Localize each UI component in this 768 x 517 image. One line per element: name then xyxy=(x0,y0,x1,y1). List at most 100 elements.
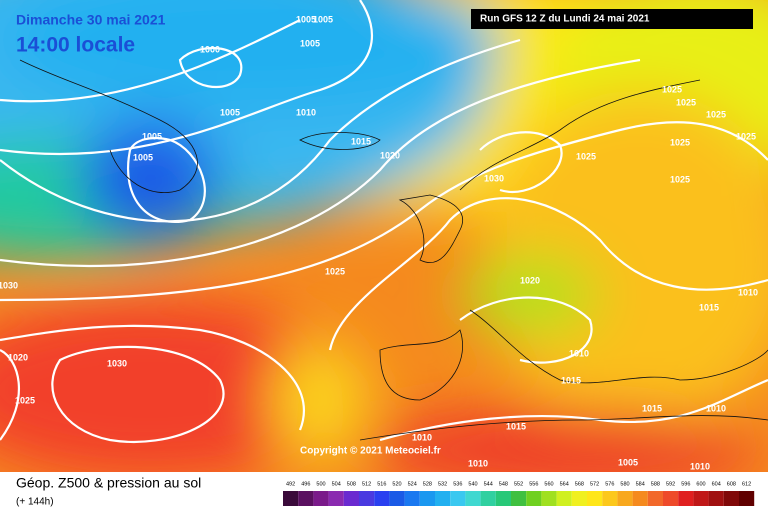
isobar-label: 1005 xyxy=(220,107,240,117)
isobar-label: 1025 xyxy=(15,395,35,405)
scale-label: 532 xyxy=(438,481,447,487)
isobar-label: 1005 xyxy=(313,14,333,24)
scale-label: 592 xyxy=(666,481,675,487)
scale-label: 600 xyxy=(696,481,705,487)
isobar-label: 1010 xyxy=(738,287,758,297)
isobar-label: 1025 xyxy=(325,266,345,276)
scale-swatch xyxy=(359,491,375,506)
isobar-label: 1025 xyxy=(676,97,696,107)
scale-label: 580 xyxy=(620,481,629,487)
scale-label: 588 xyxy=(651,481,660,487)
isobar-label: 1005 xyxy=(133,152,153,162)
color-scale: 492 496 500 504 508 512 516 520 524 528 532 536 540 5… xyxy=(283,481,755,506)
scale-label: 576 xyxy=(605,481,614,487)
scale-swatch xyxy=(465,491,481,506)
isobar-label: 1015 xyxy=(642,403,662,413)
scale-label: 516 xyxy=(377,481,386,487)
scale-swatch xyxy=(693,491,709,506)
isobar-label: 1025 xyxy=(670,137,690,147)
isobar-label: 1005 xyxy=(300,38,320,48)
isobar-label: 1010 xyxy=(296,107,316,117)
scale-swatch xyxy=(723,491,739,506)
isobar-label: 1020 xyxy=(8,352,28,362)
scale-label: 508 xyxy=(347,481,356,487)
isobar-label: 1025 xyxy=(736,131,756,141)
isobar-label: 1015 xyxy=(506,421,526,431)
scale-swatch xyxy=(708,491,724,506)
scale-swatch xyxy=(313,491,329,506)
scale-label: 492 xyxy=(286,481,295,487)
scale-label: 512 xyxy=(362,481,371,487)
scale-swatch xyxy=(374,491,390,506)
scale-swatch xyxy=(328,491,344,506)
scale-swatch xyxy=(495,491,511,506)
scale-label: 560 xyxy=(544,481,553,487)
isobar-label: 1010 xyxy=(412,432,432,442)
scale-label: 608 xyxy=(727,481,736,487)
isobar-label: 1010 xyxy=(468,458,488,468)
scale-swatch xyxy=(632,491,648,506)
isobar-label: 1020 xyxy=(380,150,400,160)
isobar-label: 1015 xyxy=(699,302,719,312)
scale-swatch xyxy=(450,491,466,506)
scale-label: 568 xyxy=(575,481,584,487)
scale-swatch xyxy=(587,491,603,506)
date: Dimanche 30 mai 2021 xyxy=(16,12,166,28)
scale-label: 528 xyxy=(423,481,432,487)
isobar-label: 1015 xyxy=(561,375,581,385)
local-time: 14:00 locale xyxy=(16,34,135,57)
scale-label: 520 xyxy=(392,481,401,487)
scale-label: 564 xyxy=(560,481,569,487)
scale-swatch xyxy=(435,491,451,506)
scale-label: 604 xyxy=(712,481,721,487)
isobar-label: 1025 xyxy=(670,174,690,184)
scale-swatch xyxy=(663,491,679,506)
scale-swatch xyxy=(617,491,633,506)
isobar-label: 1005 xyxy=(142,131,162,141)
isobar-label: 1030 xyxy=(107,358,127,368)
scale-swatch xyxy=(511,491,527,506)
scale-swatch xyxy=(647,491,663,506)
isobar-label: 1030 xyxy=(484,173,504,183)
scale-label: 556 xyxy=(529,481,538,487)
scale-swatch xyxy=(556,491,572,506)
scale-swatch xyxy=(419,491,435,506)
isobar-label: 1010 xyxy=(706,403,726,413)
scale-label: 524 xyxy=(408,481,417,487)
scale-label: 500 xyxy=(316,481,325,487)
scale-swatch xyxy=(283,491,299,506)
copyright: Copyright © 2021 Meteociel.fr xyxy=(300,446,441,457)
field: 1005100510051000100510051005101010151020… xyxy=(0,0,768,472)
footer-title: Géop. Z500 & pression au sol xyxy=(16,475,201,491)
scale-label: 596 xyxy=(681,481,690,487)
scale-label: 504 xyxy=(332,481,341,487)
isobar-label: 1025 xyxy=(706,109,726,119)
isobar-label: 1010 xyxy=(690,461,710,471)
scale-label: 540 xyxy=(468,481,477,487)
scale-swatch xyxy=(298,491,314,506)
isobar-label: 1015 xyxy=(351,136,371,146)
scale-label: 552 xyxy=(514,481,523,487)
scale-label: 548 xyxy=(499,481,508,487)
coastlines xyxy=(19,59,768,441)
isobar-label: 1030 xyxy=(0,280,18,290)
run: Run GFS 12 Z du Lundi 24 mai 2021 xyxy=(480,14,650,25)
scale-swatch xyxy=(541,491,557,506)
scale-swatch xyxy=(602,491,618,506)
scale-swatch xyxy=(526,491,542,506)
isobar-label: 1025 xyxy=(576,151,596,161)
scale-swatch xyxy=(678,491,694,506)
isobar-label: 1025 xyxy=(662,84,682,94)
scale-swatch xyxy=(404,491,420,506)
isobars xyxy=(0,0,768,444)
scale-swatch xyxy=(389,491,405,506)
scale-swatch xyxy=(480,491,496,506)
scale-label: 572 xyxy=(590,481,599,487)
scale-swatch xyxy=(343,491,359,506)
isobar-labels: 1005100510051000100510051005101010151020… xyxy=(0,14,758,471)
scale-label: 544 xyxy=(484,481,493,487)
scale-swatch xyxy=(571,491,587,506)
scale-label: 496 xyxy=(301,481,310,487)
isobar-label: 1010 xyxy=(569,348,589,358)
